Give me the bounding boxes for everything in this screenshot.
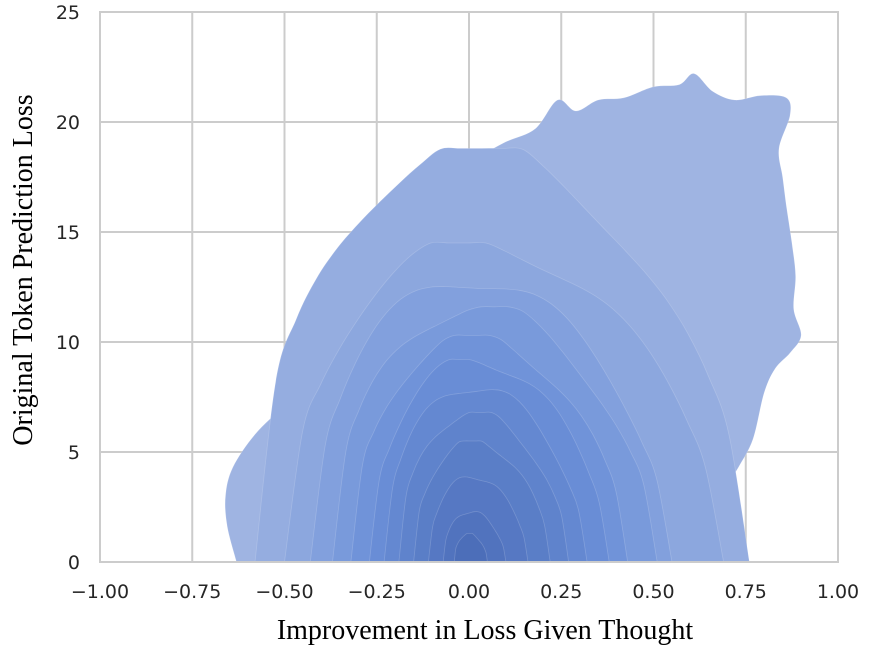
y-tick-label: 0 xyxy=(68,552,80,574)
density-contours xyxy=(224,73,802,563)
x-tick-label: 0.50 xyxy=(632,581,674,603)
plot-frame xyxy=(99,11,839,563)
y-axis-ticks: 0 5 10 15 20 25 xyxy=(56,2,80,574)
contour-level-13 xyxy=(453,532,488,563)
y-axis-label: Original Token Prediction Loss xyxy=(8,94,39,445)
x-tick-label: 0.00 xyxy=(448,581,490,603)
y-tick-label: 5 xyxy=(68,442,80,464)
x-tick-label: 0.25 xyxy=(540,581,582,603)
plot-spines xyxy=(99,11,839,563)
y-tick-label: 25 xyxy=(56,2,80,24)
x-tick-label: −0.25 xyxy=(348,581,406,603)
x-tick-label: −0.50 xyxy=(255,581,313,603)
x-tick-label: 0.75 xyxy=(725,581,767,603)
y-tick-label: 10 xyxy=(56,332,80,354)
x-axis-label: Improvement in Loss Given Thought xyxy=(277,615,694,646)
x-tick-label: 1.00 xyxy=(817,581,859,603)
x-axis-ticks: −1.00 −0.75 −0.50 −0.25 0.00 0.25 0.50 0.75 1.00 xyxy=(71,581,859,603)
x-tick-label: −1.00 xyxy=(71,581,129,603)
x-tick-label: −0.75 xyxy=(163,581,221,603)
y-tick-label: 15 xyxy=(56,222,80,244)
y-tick-label: 20 xyxy=(56,112,80,134)
